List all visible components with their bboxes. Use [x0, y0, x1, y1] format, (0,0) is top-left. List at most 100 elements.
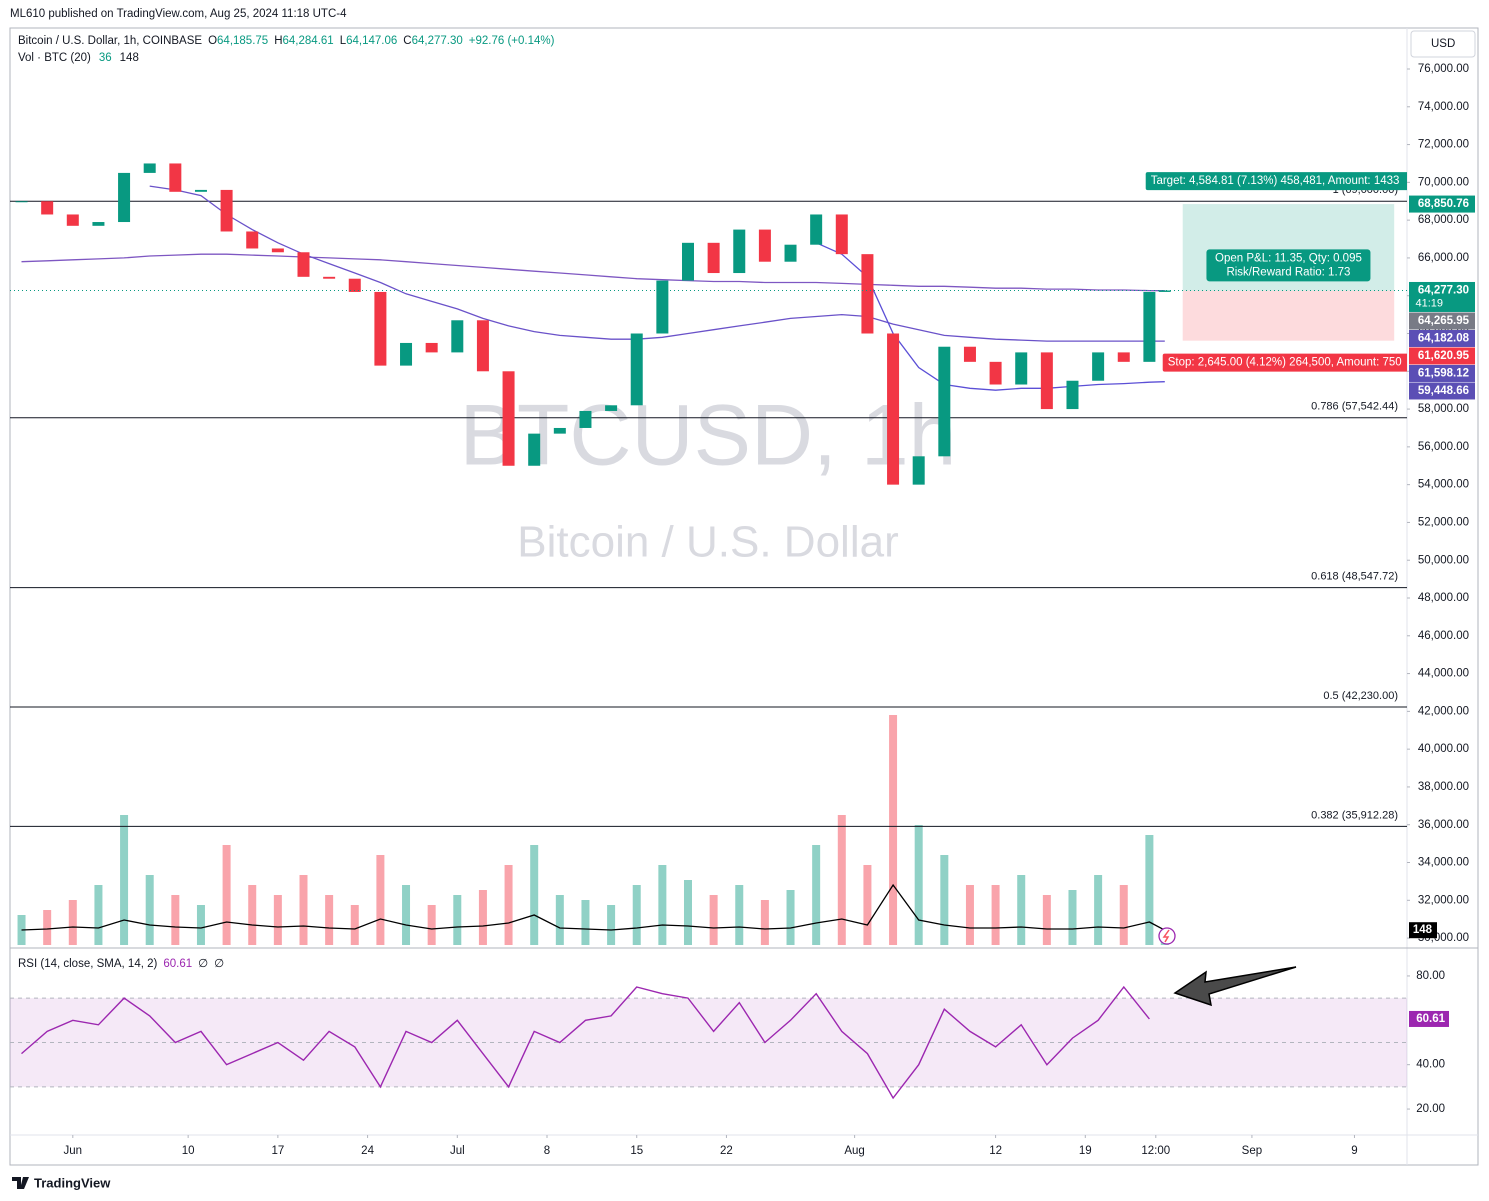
volume-bar: [760, 900, 769, 945]
volume-bar: [145, 875, 154, 945]
legend-item: 36: [99, 52, 112, 64]
volume-bar: [325, 895, 334, 945]
price-badge-label: 64,265.95: [1418, 315, 1470, 327]
y-tick-label: 76,000.00: [1418, 63, 1469, 75]
currency-label: USD: [1431, 38, 1455, 50]
price-badge-label: 59,448.66: [1418, 385, 1469, 397]
target-label: Target: 4,584.81 (7.13%) 458,481, Amount…: [1151, 175, 1400, 187]
price-badge: [1409, 329, 1475, 347]
volume-bar: [1042, 895, 1051, 945]
rsi-pane: [10, 985, 1407, 1100]
candle: [912, 456, 925, 485]
legend-item: RSI (14, close, SMA, 14, 2): [18, 958, 158, 970]
y-tick-label: 32,000.00: [1418, 894, 1469, 906]
chart-frame: [9, 27, 1479, 1166]
price-badge-label: 68,850.76: [1418, 198, 1469, 210]
volume-bar: [607, 905, 616, 945]
candle: [784, 244, 797, 262]
candle: [348, 278, 361, 292]
stop-zone: [1182, 290, 1395, 341]
moving-average: [149, 185, 1165, 342]
volume-ma: [21, 883, 1166, 931]
x-tick-label: 12:00: [1141, 1145, 1170, 1157]
rsi-tick-label: 80.00: [1416, 970, 1445, 982]
volume-bar: [1145, 835, 1154, 945]
volume-bar: [504, 865, 513, 945]
y-tick-label: 66,000.00: [1418, 252, 1469, 264]
x-tick-label: 19: [1079, 1145, 1092, 1157]
alert-icon[interactable]: [1158, 927, 1176, 945]
price-badge: [1409, 382, 1475, 400]
volume-bar: [914, 825, 923, 945]
candle: [1040, 352, 1053, 410]
candle: [194, 189, 207, 192]
y-tick-label: 36,000.00: [1418, 819, 1469, 831]
volume-bar: [453, 895, 462, 945]
y-tick-label: 52,000.00: [1418, 516, 1469, 528]
volume-bar: [530, 845, 539, 945]
y-tick-label: 48,000.00: [1418, 592, 1469, 604]
candle: [502, 371, 515, 466]
volume-bar: [735, 885, 744, 945]
x-tick-label: 8: [544, 1145, 550, 1157]
volume-badge: [1409, 922, 1437, 939]
volume-bar: [376, 855, 385, 945]
price-badge: [1409, 347, 1475, 365]
volume-bar: [299, 875, 308, 945]
candle: [271, 248, 284, 253]
candle: [887, 333, 900, 485]
x-tick-label: 22: [720, 1145, 733, 1157]
candle: [41, 201, 54, 215]
alert-icon-bolt: [1162, 929, 1170, 943]
volume-bar: [889, 715, 898, 945]
y-tick-label: 34,000.00: [1418, 857, 1469, 869]
fib-label: 0.786 (57,542.44): [1311, 401, 1398, 413]
volume-bar: [196, 905, 205, 945]
rr-label: Risk/Reward Ratio: 1.73: [1226, 266, 1350, 278]
price-badge: [1409, 195, 1475, 213]
price-badge-countdown: 41:19: [1415, 297, 1443, 309]
y-tick-label: 74,000.00: [1418, 101, 1469, 113]
rsi-legend: RSI (14, close, SMA, 14, 2) 60.61 ∅ ∅: [18, 958, 224, 970]
candle: [553, 427, 566, 434]
y-tick-label: 56,000.00: [1418, 441, 1469, 453]
volume-bar: [555, 895, 564, 945]
candle: [323, 276, 336, 279]
volume-bar: [94, 885, 103, 945]
y-tick-label: 50,000.00: [1418, 554, 1469, 566]
moving-average: [815, 242, 1165, 391]
volume-badge-label: 148: [1413, 924, 1433, 936]
candle: [1066, 380, 1079, 410]
rsi-badge-label: 60.61: [1416, 1013, 1445, 1025]
currency-button[interactable]: [1410, 30, 1476, 58]
legend-item: Bitcoin / U.S. Dollar, 1h, COINBASE: [18, 35, 202, 47]
volume-bar: [658, 865, 667, 945]
candle: [630, 333, 643, 406]
volume-bar: [68, 900, 77, 945]
candle: [220, 189, 233, 232]
legend-item: L: [340, 35, 347, 47]
candle: [605, 405, 618, 411]
volume-bar: [222, 845, 231, 945]
candle: [66, 214, 79, 226]
volume-bar: [632, 885, 641, 945]
x-tick-label: 10: [182, 1145, 195, 1157]
brand-name: TradingView: [34, 1175, 111, 1190]
x-tick-label: 12: [989, 1145, 1002, 1157]
legend-item: ∅: [198, 958, 208, 970]
candle: [425, 342, 438, 353]
candle: [400, 342, 413, 366]
volume-bar: [427, 905, 436, 945]
legend-item: 148: [120, 52, 139, 64]
x-tick-label: 24: [361, 1145, 374, 1157]
volume-bar: [683, 880, 692, 945]
legend-item: O: [208, 35, 217, 47]
legend-item: 60.61: [163, 958, 192, 970]
volume-bar: [350, 905, 359, 945]
fib-label: 0.5 (42,230.00): [1323, 690, 1398, 702]
candle: [1117, 352, 1130, 362]
candle: [169, 163, 182, 192]
candle: [938, 346, 951, 457]
